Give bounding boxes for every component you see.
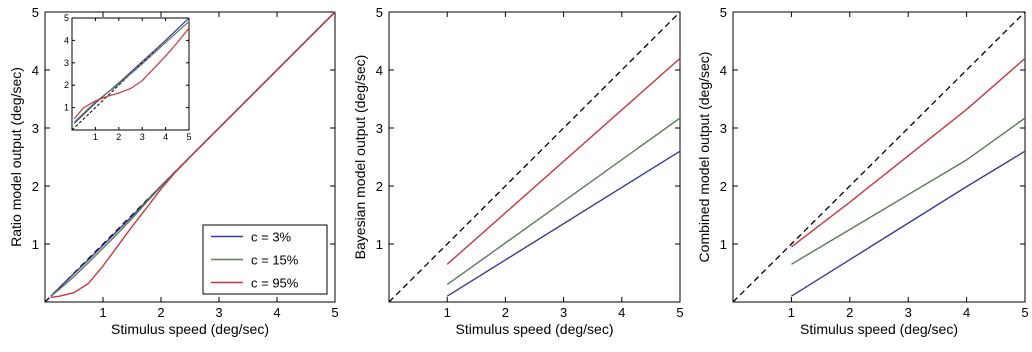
inset-y-tick-label-4: 4 bbox=[64, 35, 69, 45]
series-line-c-95 bbox=[446, 57, 681, 265]
chart-combined-model: 1 2 3 4 5 1 2 3 4 5 Stimulus speed (deg/sec) Combin… bbox=[696, 5, 1029, 337]
x-tick-label-2: 2 bbox=[157, 305, 164, 320]
y-tick-label-4: 4 bbox=[720, 63, 727, 78]
inset-x-tick-label-3: 3 bbox=[140, 132, 145, 142]
y-axis-label: Combined model output (deg/sec) bbox=[696, 52, 712, 263]
y-tick-label-5: 5 bbox=[376, 5, 383, 20]
legend-entry-c-15: c = 15% bbox=[251, 253, 299, 268]
identity-dashed-line bbox=[388, 11, 681, 303]
inset-x-tick-label-4: 4 bbox=[163, 132, 168, 142]
inset-x-tick-label-1: 1 bbox=[93, 132, 98, 142]
x-tick-label-4: 4 bbox=[963, 305, 970, 320]
inset-y-tick-label-2: 2 bbox=[64, 80, 69, 90]
chart-ratio-model: 1 2 3 4 5 1 2 3 4 5 Stimulus speed (deg/sec) Ratio … bbox=[8, 5, 339, 337]
y-tick-label-4: 4 bbox=[376, 63, 383, 78]
legend: c = 3% c = 15% c = 95% bbox=[202, 224, 328, 295]
x-tick-label-5: 5 bbox=[1021, 305, 1028, 320]
y-axis-label: Ratio model output (deg/sec) bbox=[8, 67, 24, 247]
inset-series-line-c-3 bbox=[73, 17, 190, 124]
inset-x-tick-label-5: 5 bbox=[186, 132, 191, 142]
series-line-c-3 bbox=[791, 150, 1026, 297]
series-line-c-3 bbox=[446, 150, 681, 297]
x-tick-label-1: 1 bbox=[99, 305, 106, 320]
identity-dashed-line bbox=[732, 11, 1026, 303]
y-tick-label-3: 3 bbox=[32, 121, 39, 136]
y-tick-label-1: 1 bbox=[32, 237, 39, 252]
x-tick-label-2: 2 bbox=[502, 305, 509, 320]
inset-series-line-c-95 bbox=[73, 27, 190, 120]
series-line-c-95 bbox=[50, 11, 336, 299]
y-tick-label-2: 2 bbox=[720, 179, 727, 194]
x-tick-label-4: 4 bbox=[618, 305, 625, 320]
series-line-c-15 bbox=[791, 117, 1026, 265]
y-axis-label: Bayesian model output (deg/sec) bbox=[352, 55, 368, 260]
legend-entry-c-3: c = 3% bbox=[251, 230, 292, 245]
x-tick-label-4: 4 bbox=[273, 305, 280, 320]
x-tick-label-3: 3 bbox=[560, 305, 567, 320]
x-tick-label-5: 5 bbox=[676, 305, 683, 320]
x-tick-label-5: 5 bbox=[331, 305, 338, 320]
x-axis-label: Stimulus speed (deg/sec) bbox=[800, 321, 958, 337]
y-tick-label-2: 2 bbox=[376, 179, 383, 194]
x-tick-label-2: 2 bbox=[846, 305, 853, 320]
y-tick-label-1: 1 bbox=[376, 237, 383, 252]
y-tick-label-4: 4 bbox=[32, 63, 39, 78]
series-line-c-15 bbox=[446, 117, 681, 286]
x-axis-label: Stimulus speed (deg/sec) bbox=[111, 321, 269, 337]
y-tick-label-5: 5 bbox=[720, 5, 727, 20]
inset-series-line-c-15 bbox=[73, 20, 190, 123]
x-tick-label-3: 3 bbox=[215, 305, 222, 320]
y-tick-label-1: 1 bbox=[720, 237, 727, 252]
series-line-c-95 bbox=[790, 57, 1026, 248]
inset-x-tick-label-2: 2 bbox=[116, 132, 121, 142]
x-tick-label-1: 1 bbox=[788, 305, 795, 320]
y-tick-label-5: 5 bbox=[32, 5, 39, 20]
y-tick-label-2: 2 bbox=[32, 179, 39, 194]
inset-y-tick-label-1: 1 bbox=[64, 103, 69, 113]
inset-y-tick-label-5: 5 bbox=[64, 13, 69, 23]
y-tick-label-3: 3 bbox=[720, 121, 727, 136]
legend-entry-c-95: c = 95% bbox=[251, 276, 299, 291]
y-tick-label-3: 3 bbox=[376, 121, 383, 136]
x-tick-label-3: 3 bbox=[905, 305, 912, 320]
inset-y-tick-label-3: 3 bbox=[64, 58, 69, 68]
x-tick-label-1: 1 bbox=[444, 305, 451, 320]
chart-bayesian-model: 1 2 3 4 5 1 2 3 4 5 Stimulus speed (deg/sec) Bayesi… bbox=[352, 5, 684, 337]
inset-plot: 1 2 3 4 5 1 2 3 4 5 bbox=[64, 13, 192, 142]
x-axis-label: Stimulus speed (deg/sec) bbox=[456, 321, 614, 337]
